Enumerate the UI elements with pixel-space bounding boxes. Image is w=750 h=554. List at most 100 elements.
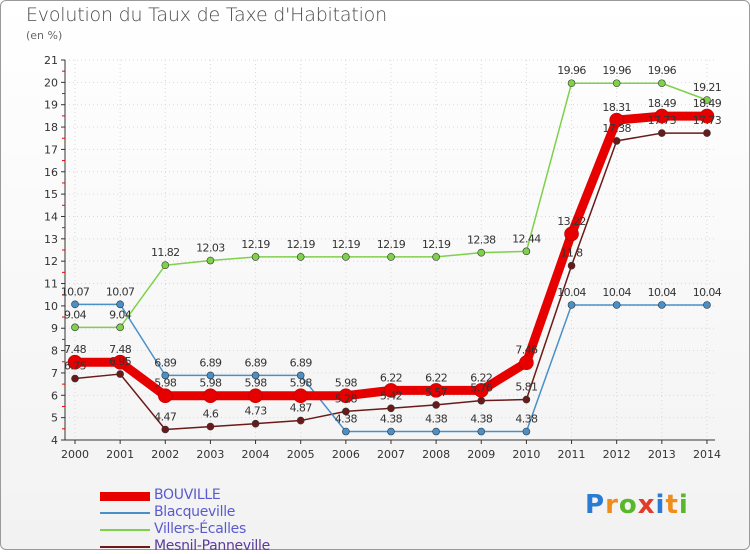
data-label-blacqueville: 4.38 xyxy=(380,413,403,426)
data-label-mesnil-panneville: 5.57 xyxy=(425,386,448,399)
x-tick-label: 2008 xyxy=(422,448,450,461)
data-point-blacqueville xyxy=(251,371,260,380)
data-label-villers-calles: 12.19 xyxy=(377,238,406,251)
y-tick-label: 5 xyxy=(51,412,58,425)
x-tick-label: 2006 xyxy=(332,448,360,461)
data-label-blacqueville: 6.89 xyxy=(154,356,177,369)
data-point-mesnil-panneville xyxy=(251,419,260,428)
data-point-blacqueville xyxy=(342,427,350,436)
data-point-bouville xyxy=(564,226,579,242)
data-point-blacqueville xyxy=(432,427,440,436)
data-point-mesnil-panneville xyxy=(296,416,305,425)
data-point-blacqueville xyxy=(522,427,531,436)
y-tick-label: 6 xyxy=(51,389,58,402)
data-point-mesnil-panneville xyxy=(206,422,215,431)
data-point-bouville xyxy=(609,112,624,128)
legend-label: BOUVILLE xyxy=(154,487,221,503)
data-label-villers-calles: 19.96 xyxy=(557,64,586,77)
data-point-villers-calles xyxy=(116,323,124,332)
data-label-villers-calles: 19.96 xyxy=(602,64,631,77)
data-point-villers-calles xyxy=(703,96,711,104)
data-label-blacqueville: 6.89 xyxy=(199,356,222,369)
logo-letter: r xyxy=(605,490,619,520)
data-label-mesnil-panneville: 17.73 xyxy=(648,114,677,127)
data-point-blacqueville xyxy=(387,427,395,436)
data-label-bouville: 5.98 xyxy=(154,377,177,390)
data-label-blacqueville: 10.07 xyxy=(61,285,90,298)
y-tick-label: 21 xyxy=(44,54,58,67)
data-label-villers-calles: 9.04 xyxy=(64,308,87,321)
data-label-villers-calles: 12.19 xyxy=(241,238,270,251)
legend-swatch xyxy=(100,512,150,514)
data-label-mesnil-panneville: 5.76 xyxy=(470,382,493,395)
data-point-bouville xyxy=(428,383,444,398)
y-tick-label: 13 xyxy=(44,233,58,246)
data-label-bouville: 7.48 xyxy=(109,343,132,356)
x-tick-label: 2002 xyxy=(151,448,179,461)
data-point-villers-calles xyxy=(432,253,440,261)
data-label-villers-calles: 11.82 xyxy=(151,246,180,259)
data-point-mesnil-panneville xyxy=(387,404,395,413)
data-point-bouville xyxy=(248,388,263,404)
data-label-mesnil-panneville: 4.47 xyxy=(154,410,177,423)
data-label-blacqueville: 4.38 xyxy=(470,413,493,426)
data-point-blacqueville xyxy=(612,301,621,309)
data-point-blacqueville xyxy=(71,300,79,309)
legend-swatch xyxy=(100,491,150,501)
data-point-blacqueville xyxy=(206,371,215,380)
y-tick-label: 11 xyxy=(44,278,58,291)
y-tick-label: 19 xyxy=(44,99,58,112)
x-tick-label: 2010 xyxy=(512,448,540,461)
data-label-mesnil-panneville: 11.8 xyxy=(560,247,583,260)
data-label-bouville: 7.48 xyxy=(64,343,87,356)
data-label-blacqueville: 10.04 xyxy=(693,286,722,299)
data-point-bouville xyxy=(519,355,534,370)
data-label-mesnil-panneville: 17.73 xyxy=(693,114,722,127)
x-tick-label: 2000 xyxy=(61,448,89,461)
data-label-blacqueville: 6.89 xyxy=(245,356,268,369)
y-tick-label: 17 xyxy=(44,143,58,156)
data-label-blacqueville: 10.04 xyxy=(602,286,631,299)
data-point-villers-calles xyxy=(612,79,621,88)
data-label-villers-calles: 12.19 xyxy=(422,238,451,251)
data-label-mesnil-panneville: 6.75 xyxy=(64,360,87,373)
data-label-mesnil-panneville: 6.95 xyxy=(109,355,132,368)
data-label-villers-calles: 12.19 xyxy=(286,238,315,251)
logo-letter: P xyxy=(585,490,606,520)
data-point-mesnil-panneville xyxy=(432,401,440,409)
x-tick-label: 2005 xyxy=(287,448,315,461)
data-label-blacqueville: 6.89 xyxy=(290,356,313,369)
y-tick-label: 8 xyxy=(51,345,58,358)
y-tick-label: 18 xyxy=(44,121,58,134)
data-point-blacqueville xyxy=(703,301,711,309)
data-label-bouville: 5.98 xyxy=(245,377,268,390)
data-label-villers-calles: 12.19 xyxy=(332,238,361,251)
data-point-bouville xyxy=(473,383,489,398)
data-label-bouville: 5.98 xyxy=(290,377,313,390)
data-label-mesnil-panneville: 4.6 xyxy=(203,408,219,421)
legend-label: Villers-Écalles xyxy=(154,521,246,537)
x-tick-label: 2007 xyxy=(377,448,405,461)
data-label-mesnil-panneville: 4.87 xyxy=(290,402,313,415)
y-tick-label: 9 xyxy=(51,322,58,335)
data-point-bouville xyxy=(699,108,715,124)
data-label-villers-calles: 9.04 xyxy=(109,308,132,321)
data-point-villers-calles xyxy=(387,253,395,261)
data-point-mesnil-panneville xyxy=(567,261,576,270)
logo-letter: i xyxy=(655,490,666,520)
data-label-villers-calles: 12.38 xyxy=(467,234,496,247)
chart-subtitle: (en %) xyxy=(26,29,63,42)
data-label-blacqueville: 4.38 xyxy=(425,413,448,426)
x-tick-label: 2009 xyxy=(467,448,495,461)
data-label-bouville: 5.98 xyxy=(335,377,358,390)
legend-label: Blacqueville xyxy=(154,504,236,520)
data-label-bouville: 13.22 xyxy=(557,215,586,228)
data-point-mesnil-panneville xyxy=(71,374,79,383)
x-tick-label: 2001 xyxy=(106,448,134,461)
y-tick-label: 12 xyxy=(44,255,58,268)
data-point-bouville xyxy=(67,354,83,370)
data-label-villers-calles: 12.44 xyxy=(512,232,541,245)
data-label-blacqueville: 4.38 xyxy=(335,413,358,426)
logo-letter: o xyxy=(618,490,638,520)
